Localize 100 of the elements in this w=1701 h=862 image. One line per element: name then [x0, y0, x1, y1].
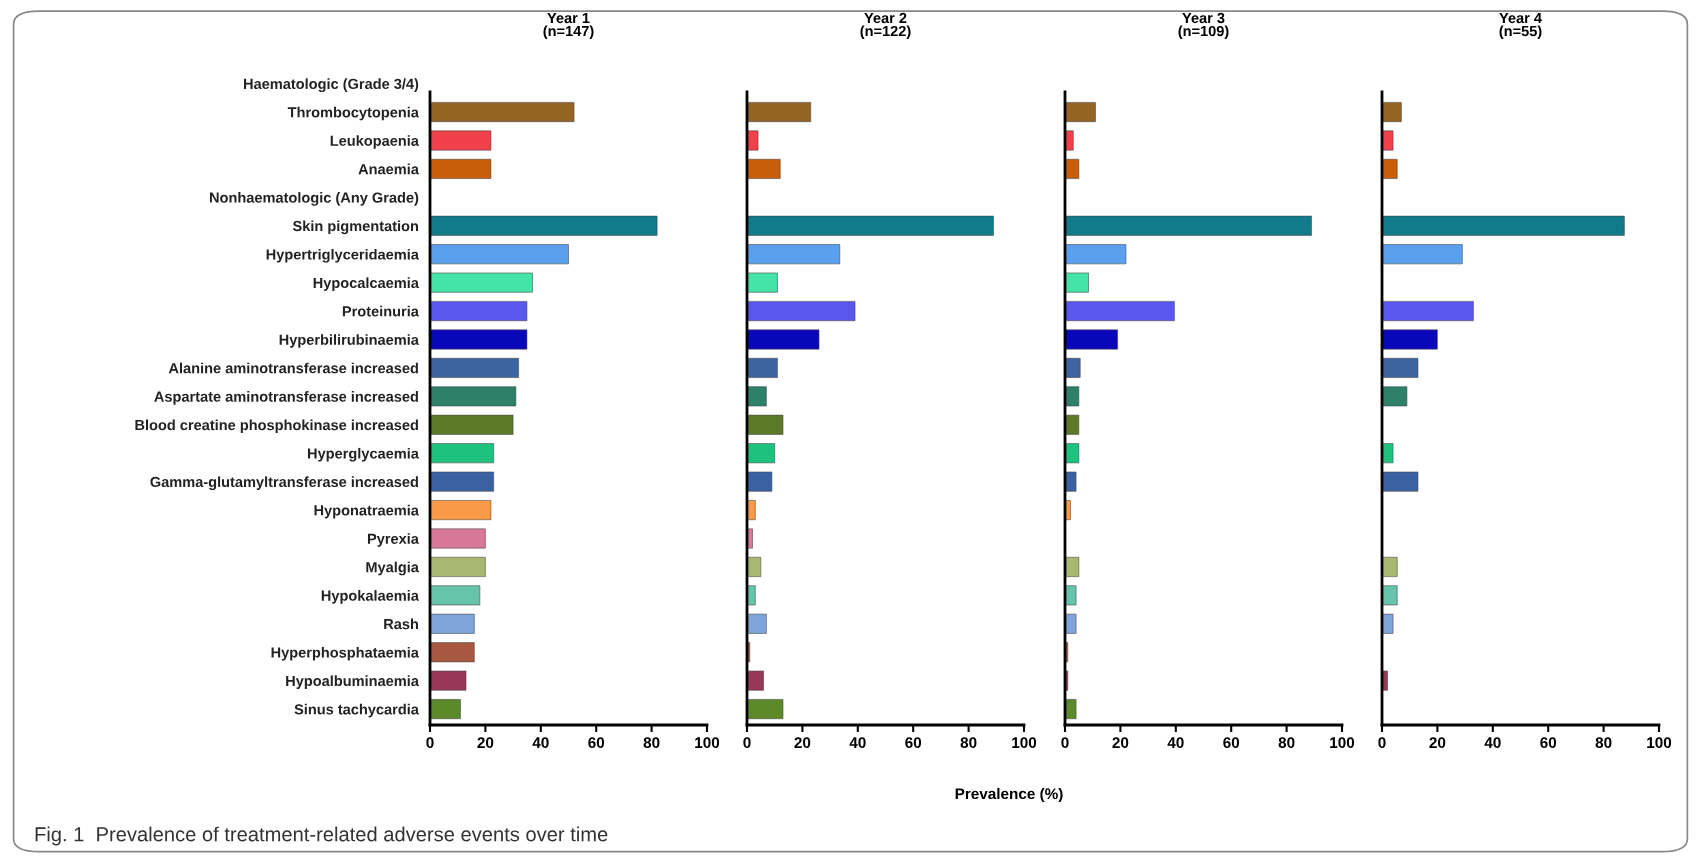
- x-tick-label: 0: [426, 737, 434, 749]
- bar: [430, 556, 486, 577]
- bar: [430, 699, 461, 720]
- x-tick-label: 40: [532, 737, 549, 749]
- y-tick-label: Pyrexia: [367, 533, 419, 547]
- bar: [1382, 471, 1419, 492]
- bar: [430, 158, 492, 179]
- bar: [1065, 329, 1118, 350]
- y-tick-label: Hypertriglyceridaemia: [266, 248, 419, 263]
- y-tick-label: Haematologic (Grade 3/4): [244, 78, 419, 92]
- bar: [747, 613, 767, 634]
- bar: [747, 528, 753, 549]
- bar: [430, 215, 658, 236]
- y-tick-label: Hypokalaemia: [321, 590, 419, 604]
- x-tick-label: 0: [1378, 737, 1386, 749]
- bar: [1382, 102, 1402, 122]
- x-tick-label: 40: [1167, 737, 1184, 749]
- x-tick-label: 80: [1595, 737, 1612, 749]
- bar: [1065, 585, 1077, 606]
- bar: [430, 130, 492, 151]
- x-tick-label: 0: [1061, 737, 1069, 749]
- y-tick-label: Hyperglycaemia: [308, 447, 419, 462]
- x-tick-label: 100: [1330, 737, 1355, 749]
- bar: [1382, 613, 1394, 634]
- bar: [1382, 158, 1398, 179]
- bar: [430, 585, 481, 606]
- bar: [747, 102, 811, 122]
- bar: [1382, 443, 1394, 464]
- x-tick-label: 60: [1540, 737, 1557, 749]
- x-tick-label: 80: [1278, 737, 1295, 749]
- y-tick-label: Thrombocytopenia: [287, 106, 419, 121]
- y-tick-label: Anaemia: [358, 163, 419, 175]
- chart-title: Year 2 (n=122): [860, 12, 911, 40]
- bar: [747, 130, 759, 151]
- y-tick-label: Proteinuria: [342, 305, 419, 317]
- y-tick-label: Alanine aminotransferase increased: [168, 362, 418, 374]
- x-tick-label: 80: [643, 737, 660, 749]
- x-tick-label: 40: [849, 737, 866, 749]
- bar: [1382, 556, 1398, 577]
- x-tick-label: 40: [1484, 737, 1501, 749]
- bar: [1065, 102, 1096, 122]
- bar: [430, 613, 475, 634]
- y-tick-label: Skin pigmentation: [292, 220, 418, 235]
- x-tick-label: 100: [1647, 737, 1672, 749]
- y-tick-label: Rash: [384, 618, 418, 630]
- y-tick-label: Sinus tachycardia: [294, 703, 419, 718]
- bar: [1065, 699, 1077, 720]
- bar: [1065, 613, 1077, 634]
- bar: [430, 642, 475, 663]
- bar: [1065, 556, 1080, 577]
- x-tick-label: 80: [960, 737, 977, 749]
- bar: [1065, 272, 1089, 293]
- bar: [747, 556, 762, 577]
- bar: [1065, 301, 1175, 321]
- bar: [1382, 329, 1438, 350]
- bar: [747, 357, 778, 378]
- chart-title: Year 1 (n=147): [543, 12, 594, 40]
- bar: [430, 301, 528, 321]
- bar: [747, 585, 756, 606]
- y-tick-label: Blood creatine phosphokinase increased: [135, 419, 418, 434]
- bar: [747, 301, 856, 321]
- bar: [1065, 386, 1080, 407]
- bar: [747, 699, 784, 720]
- bar: [1382, 301, 1474, 321]
- bar: [430, 357, 519, 378]
- bar: [430, 471, 494, 492]
- y-tick-label: Hyperphosphataemia: [271, 646, 419, 661]
- y-tick-label: Hypocalcaemia: [313, 277, 419, 291]
- y-tick-label: Myalgia: [366, 561, 419, 576]
- bar: [747, 272, 778, 293]
- bar: [1065, 471, 1077, 492]
- x-tick-label: 60: [588, 737, 605, 749]
- bar: [1065, 215, 1312, 236]
- bar: [747, 414, 784, 435]
- bar: [1065, 357, 1081, 378]
- bar: [430, 528, 486, 549]
- x-tick-label: 0: [743, 737, 751, 749]
- bar: [430, 500, 492, 521]
- x-tick-label: 20: [1429, 737, 1446, 749]
- bar: [747, 471, 773, 492]
- bar: [747, 158, 781, 179]
- bar: [430, 329, 528, 350]
- bar: [1065, 443, 1080, 464]
- bar: [430, 272, 533, 293]
- bar: [430, 443, 494, 464]
- bar: [430, 670, 467, 691]
- bar: [1382, 357, 1419, 378]
- y-tick-label: Nonhaematologic (Any Grade): [210, 192, 419, 206]
- bar: [747, 244, 841, 265]
- x-tick-label: 100: [1012, 737, 1037, 749]
- bar: [1065, 130, 1074, 151]
- x-tick-label: 100: [695, 737, 720, 749]
- x-tick-label: 60: [905, 737, 922, 749]
- x-tick-label: 60: [1223, 737, 1240, 749]
- bar: [1382, 670, 1388, 691]
- bar: [1382, 215, 1625, 236]
- bar: [1065, 244, 1127, 265]
- bar: [1065, 158, 1080, 179]
- y-tick-label: Gamma-glutamyltransferase increased: [150, 476, 418, 491]
- caption: Fig. 1 Prevalence of treatment-related adverse events over time: [35, 826, 608, 846]
